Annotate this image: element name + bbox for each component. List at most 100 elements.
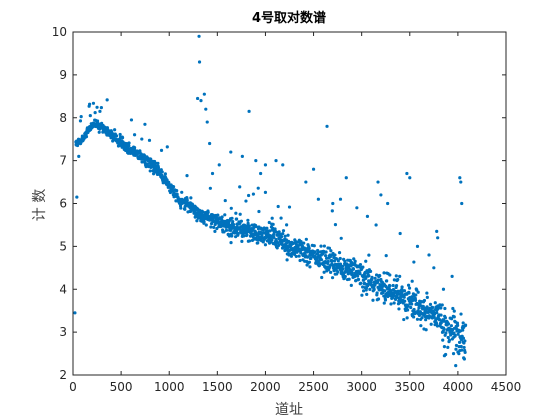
data-point [454, 364, 458, 368]
data-point [185, 174, 189, 178]
data-point [302, 241, 306, 245]
data-point [256, 186, 260, 190]
data-point [420, 316, 424, 320]
data-point [163, 172, 167, 176]
x-tick-label: 2500 [298, 380, 329, 394]
data-point [312, 244, 316, 248]
data-point [433, 301, 437, 305]
data-point [84, 135, 89, 139]
data-point [159, 148, 164, 152]
data-point [406, 304, 410, 308]
x-tick-label: 4000 [443, 380, 474, 394]
data-point [397, 307, 401, 311]
data-point [364, 259, 368, 263]
data-point [463, 350, 467, 354]
data-point [375, 291, 379, 295]
data-point [435, 311, 439, 315]
data-point [414, 293, 418, 297]
data-point [457, 340, 462, 344]
y-tick-label: 4 [59, 282, 67, 296]
data-point [332, 259, 337, 263]
data-point [223, 198, 227, 203]
data-point [263, 243, 268, 247]
data-point [452, 331, 456, 335]
data-point [213, 229, 217, 233]
data-point [216, 213, 220, 217]
data-point [254, 159, 258, 163]
data-point [285, 223, 289, 227]
y-tick-label: 2 [59, 368, 67, 382]
data-point [129, 118, 134, 122]
data-point [247, 193, 251, 198]
data-point [384, 254, 388, 258]
data-point [202, 220, 206, 224]
data-point [95, 105, 99, 109]
data-point [304, 180, 308, 184]
data-point [441, 338, 445, 342]
data-point [388, 273, 392, 277]
data-point [358, 272, 362, 276]
data-point [307, 260, 312, 264]
data-point [247, 224, 251, 228]
data-point [435, 229, 439, 233]
data-point [416, 290, 420, 294]
data-point [451, 352, 456, 356]
y-tick-label: 3 [59, 325, 67, 339]
data-point [156, 166, 160, 170]
data-point [359, 281, 363, 285]
data-point [234, 211, 238, 215]
data-point [349, 283, 353, 287]
data-point [371, 298, 375, 302]
data-point [459, 180, 463, 184]
data-point [410, 279, 414, 283]
data-point [234, 217, 239, 221]
data-point [224, 228, 229, 232]
data-point [454, 347, 458, 351]
data-point [446, 335, 450, 340]
data-point [422, 298, 427, 303]
data-point [442, 345, 447, 349]
data-point [454, 343, 459, 348]
data-point [267, 220, 271, 225]
data-point [412, 260, 416, 264]
data-point [442, 319, 446, 323]
data-point [424, 318, 428, 322]
data-point [319, 258, 324, 262]
data-point [114, 134, 119, 138]
data-point [206, 210, 210, 214]
data-point [212, 225, 216, 229]
data-point [333, 253, 337, 257]
data-point [118, 132, 122, 137]
data-point [143, 122, 147, 126]
data-point [415, 317, 420, 321]
data-point [460, 348, 464, 352]
data-point [372, 287, 376, 292]
data-point [355, 274, 360, 278]
data-point [405, 171, 409, 176]
data-point [365, 292, 369, 296]
data-point [463, 339, 467, 343]
data-point [352, 257, 356, 261]
data-point [333, 223, 338, 227]
data-point [440, 303, 444, 307]
data-point [428, 302, 433, 307]
data-point [460, 201, 464, 206]
data-point [424, 328, 428, 332]
data-point [374, 223, 378, 227]
data-point [373, 276, 377, 280]
data-point [347, 277, 351, 281]
data-point [263, 163, 268, 167]
data-point [324, 250, 328, 254]
data-point [257, 209, 261, 214]
data-point [416, 309, 420, 313]
data-point [330, 258, 334, 263]
data-point [210, 171, 215, 176]
data-point [204, 223, 208, 227]
data-point [265, 226, 269, 230]
data-point [175, 189, 179, 193]
data-point [229, 206, 233, 210]
x-tick-label: 1500 [202, 380, 233, 394]
data-point [453, 333, 457, 338]
data-point [356, 277, 361, 282]
data-point [407, 286, 412, 290]
